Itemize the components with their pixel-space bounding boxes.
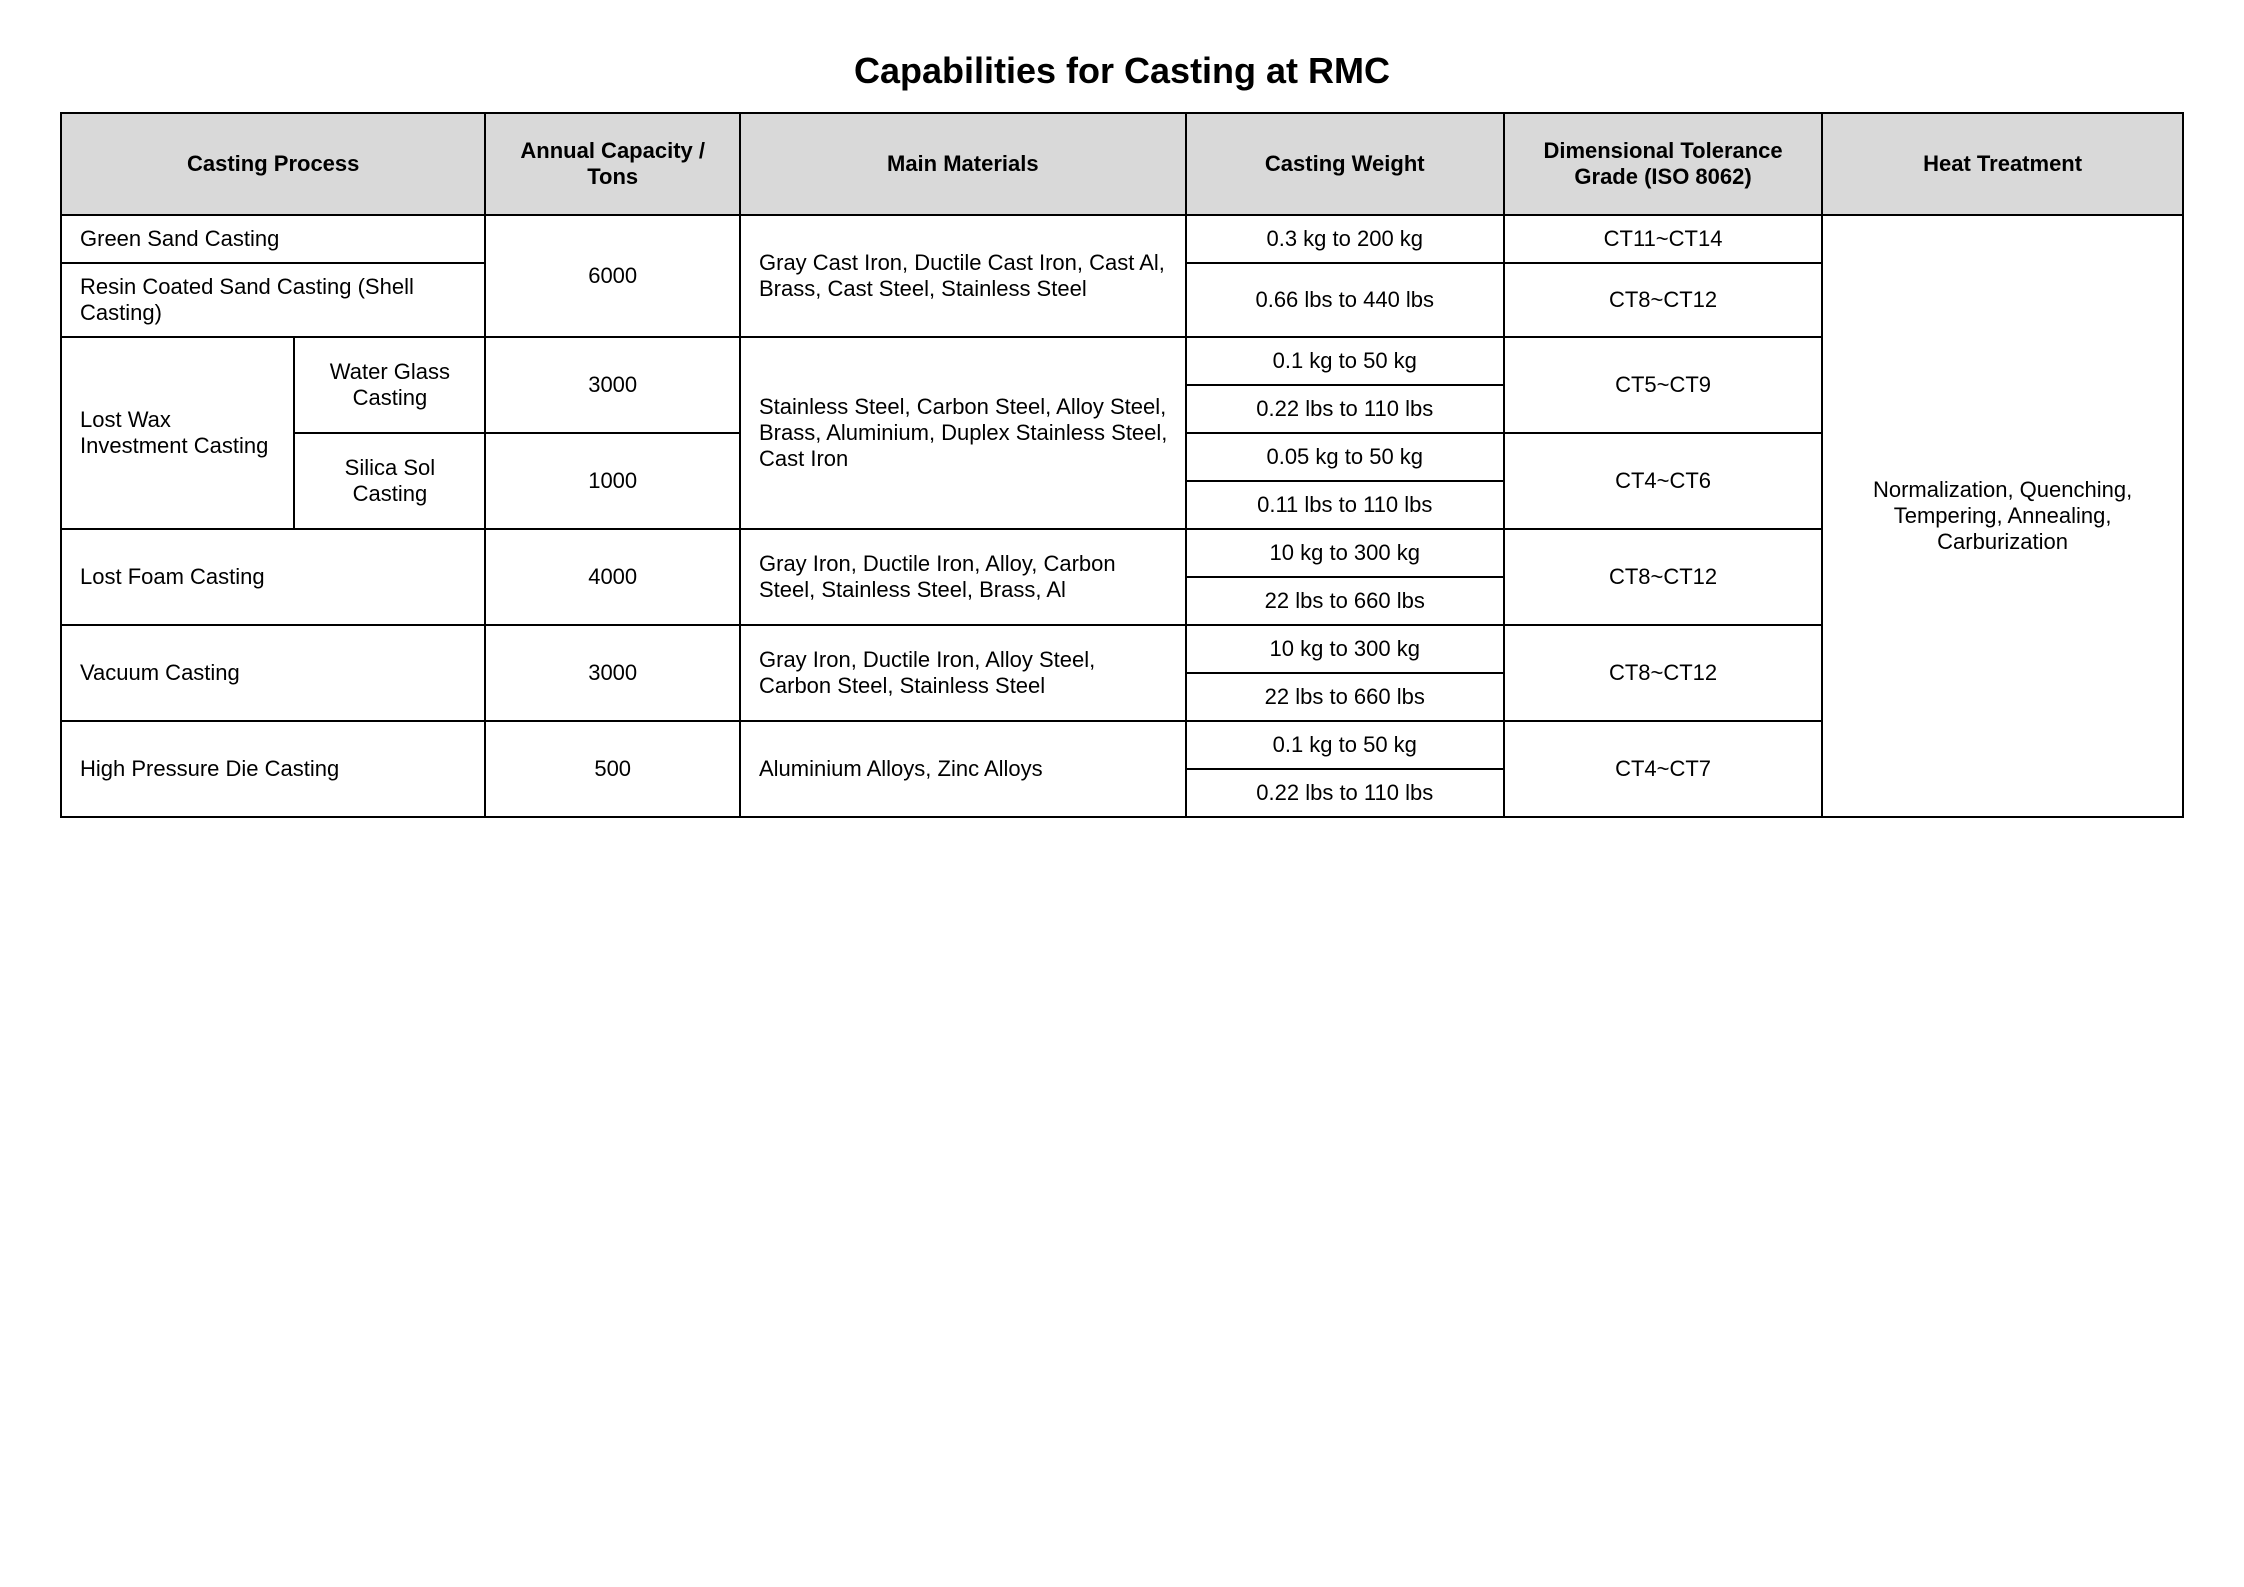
cell-process: High Pressure Die Casting xyxy=(61,721,485,817)
header-heat: Heat Treatment xyxy=(1822,113,2183,215)
cell-process-group: Lost Wax Investment Casting xyxy=(61,337,294,529)
cell-weight: 0.3 kg to 200 kg xyxy=(1186,215,1504,263)
cell-capacity: 4000 xyxy=(485,529,740,625)
cell-materials: Gray Cast Iron, Ductile Cast Iron, Cast … xyxy=(740,215,1186,337)
cell-heat: Normalization, Quenching, Tempering, Ann… xyxy=(1822,215,2183,817)
cell-tolerance: CT4~CT7 xyxy=(1504,721,1822,817)
cell-tolerance: CT8~CT12 xyxy=(1504,625,1822,721)
cell-process: Green Sand Casting xyxy=(61,215,485,263)
cell-materials: Stainless Steel, Carbon Steel, Alloy Ste… xyxy=(740,337,1186,529)
cell-materials: Gray Iron, Ductile Iron, Alloy, Carbon S… xyxy=(740,529,1186,625)
cell-process: Vacuum Casting xyxy=(61,625,485,721)
cell-weight: 0.11 lbs to 110 lbs xyxy=(1186,481,1504,529)
table-header-row: Casting Process Annual Capacity / Tons M… xyxy=(61,113,2183,215)
cell-process: Resin Coated Sand Casting (Shell Casting… xyxy=(61,263,485,337)
cell-capacity: 500 xyxy=(485,721,740,817)
cell-weight: 10 kg to 300 kg xyxy=(1186,529,1504,577)
header-weight: Casting Weight xyxy=(1186,113,1504,215)
cell-process: Lost Foam Casting xyxy=(61,529,485,625)
cell-weight: 0.1 kg to 50 kg xyxy=(1186,337,1504,385)
header-capacity: Annual Capacity / Tons xyxy=(485,113,740,215)
header-materials: Main Materials xyxy=(740,113,1186,215)
header-tolerance: Dimensional Tolerance Grade (ISO 8062) xyxy=(1504,113,1822,215)
cell-materials: Aluminium Alloys, Zinc Alloys xyxy=(740,721,1186,817)
cell-process-sub: Water Glass Casting xyxy=(294,337,485,433)
cell-tolerance: CT8~CT12 xyxy=(1504,529,1822,625)
cell-tolerance: CT4~CT6 xyxy=(1504,433,1822,529)
cell-capacity: 1000 xyxy=(485,433,740,529)
header-process: Casting Process xyxy=(61,113,485,215)
cell-materials: Gray Iron, Ductile Iron, Alloy Steel, Ca… xyxy=(740,625,1186,721)
cell-weight: 0.66 lbs to 440 lbs xyxy=(1186,263,1504,337)
cell-capacity: 3000 xyxy=(485,625,740,721)
cell-weight: 22 lbs to 660 lbs xyxy=(1186,577,1504,625)
cell-tolerance: CT8~CT12 xyxy=(1504,263,1822,337)
table-row: Green Sand Casting 6000 Gray Cast Iron, … xyxy=(61,215,2183,263)
cell-weight: 22 lbs to 660 lbs xyxy=(1186,673,1504,721)
cell-weight: 0.1 kg to 50 kg xyxy=(1186,721,1504,769)
cell-capacity: 3000 xyxy=(485,337,740,433)
cell-capacity: 6000 xyxy=(485,215,740,337)
cell-weight: 0.22 lbs to 110 lbs xyxy=(1186,769,1504,817)
cell-weight: 0.05 kg to 50 kg xyxy=(1186,433,1504,481)
cell-tolerance: CT5~CT9 xyxy=(1504,337,1822,433)
cell-weight: 10 kg to 300 kg xyxy=(1186,625,1504,673)
cell-tolerance: CT11~CT14 xyxy=(1504,215,1822,263)
page-title: Capabilities for Casting at RMC xyxy=(60,50,2184,92)
cell-weight: 0.22 lbs to 110 lbs xyxy=(1186,385,1504,433)
cell-process-sub: Silica Sol Casting xyxy=(294,433,485,529)
capabilities-table: Casting Process Annual Capacity / Tons M… xyxy=(60,112,2184,818)
